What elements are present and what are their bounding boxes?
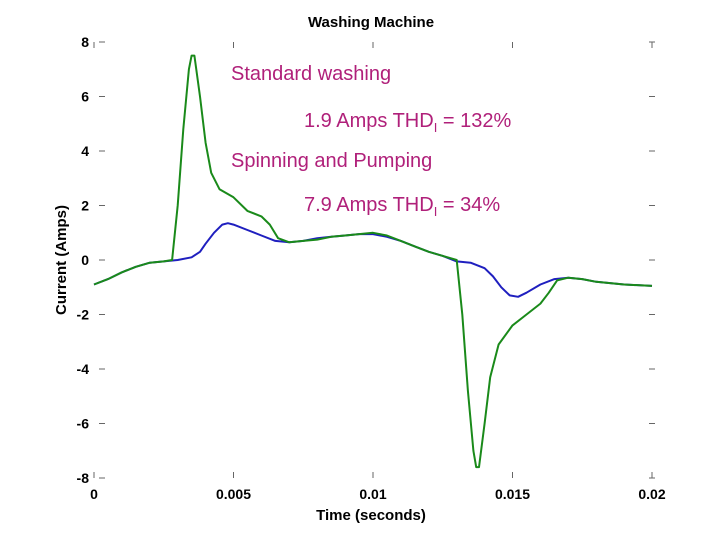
annotations: Standard washing 1.9 Amps THDI = 132% Spin… — [231, 63, 511, 219]
y-axis: -8 -6 -4 -2 0 2 4 6 8 — [77, 34, 655, 486]
annotation-4: 7.9 Amps THDI = 34% — [304, 194, 500, 219]
x-tick-label: 0.005 — [216, 486, 251, 502]
y-tick-label: 0 — [81, 252, 89, 268]
y-tick-label: -4 — [77, 361, 90, 377]
y-tick-label: -8 — [77, 470, 90, 486]
chart-title: Washing Machine — [308, 14, 434, 31]
series-line-2 — [93, 54, 653, 469]
annotation-1: Standard washing — [231, 63, 391, 85]
annotation-3: Spinning and Pumping — [231, 150, 432, 172]
x-tick-label: 0 — [90, 486, 98, 502]
y-tick-label: 8 — [81, 34, 89, 50]
x-tick-label: 0.01 — [359, 486, 386, 502]
y-axis-label: Current (Amps) — [53, 205, 70, 315]
y-tick-label: 4 — [81, 143, 89, 159]
x-tick-label: 0.02 — [638, 486, 665, 502]
x-axis-label: Time (seconds) — [316, 507, 426, 524]
y-tick-label: -2 — [77, 307, 90, 323]
y-tick-label: 6 — [81, 89, 89, 105]
annotation-2: 1.9 Amps THDI = 132% — [304, 110, 511, 135]
x-tick-label: 0.015 — [495, 486, 530, 502]
plot-area — [93, 54, 653, 469]
x-axis: 0 0.005 0.01 0.015 0.02 — [90, 42, 666, 502]
y-tick-label: -6 — [77, 416, 90, 432]
y-tick-label: 2 — [81, 198, 89, 214]
series-line-1 — [93, 222, 653, 298]
